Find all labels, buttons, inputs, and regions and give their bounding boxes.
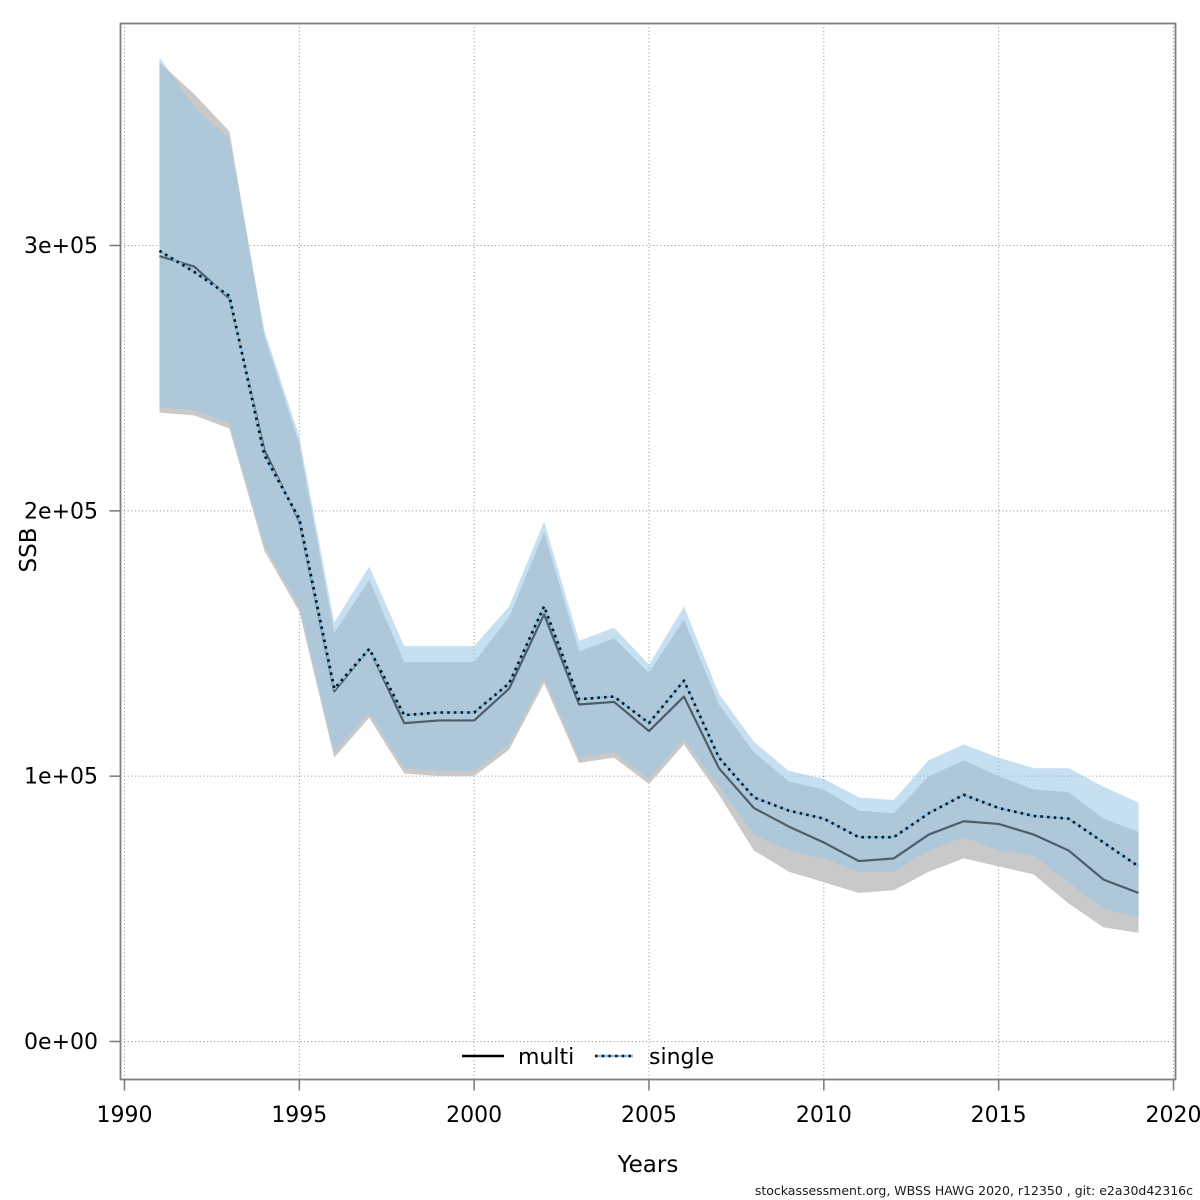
y-axis-title: SSB <box>16 528 42 573</box>
legend-single-label: single <box>649 1045 714 1070</box>
x-tick-label-2000: 2000 <box>446 1103 502 1128</box>
y-tick-label-2e+05: 2e+05 <box>24 499 98 524</box>
x-tick-label-2015: 2015 <box>971 1103 1027 1128</box>
x-tick-label-2005: 2005 <box>621 1103 677 1128</box>
plot-border <box>119 22 1177 1081</box>
axis-tick-labels: 1990 1995 2000 2005 2010 2015 2020 0e+00 1e+05 2e… <box>24 234 1200 1128</box>
x-tick-label-2010: 2010 <box>796 1103 852 1128</box>
axis-ticks <box>109 244 1175 1091</box>
series-lines <box>158 249 1140 894</box>
legend: multi single <box>462 1045 714 1070</box>
legend-multi-label: multi <box>518 1045 574 1070</box>
y-tick-label-1e+05: 1e+05 <box>24 765 98 790</box>
footer-attribution: stockassessment.org, WBSS HAWG 2020, r12… <box>755 1183 1193 1198</box>
x-axis-title: Years <box>617 1152 679 1178</box>
x-tick-label-2020: 2020 <box>1146 1103 1200 1128</box>
ribbon-single <box>159 57 1139 917</box>
x-tick-label-1990: 1990 <box>96 1103 152 1128</box>
series-line-single-dashes <box>158 249 1140 868</box>
x-tick-label-1995: 1995 <box>271 1103 327 1128</box>
y-tick-label-3e+05: 3e+05 <box>24 234 98 259</box>
y-tick-label-0e+00: 0e+00 <box>24 1030 98 1055</box>
